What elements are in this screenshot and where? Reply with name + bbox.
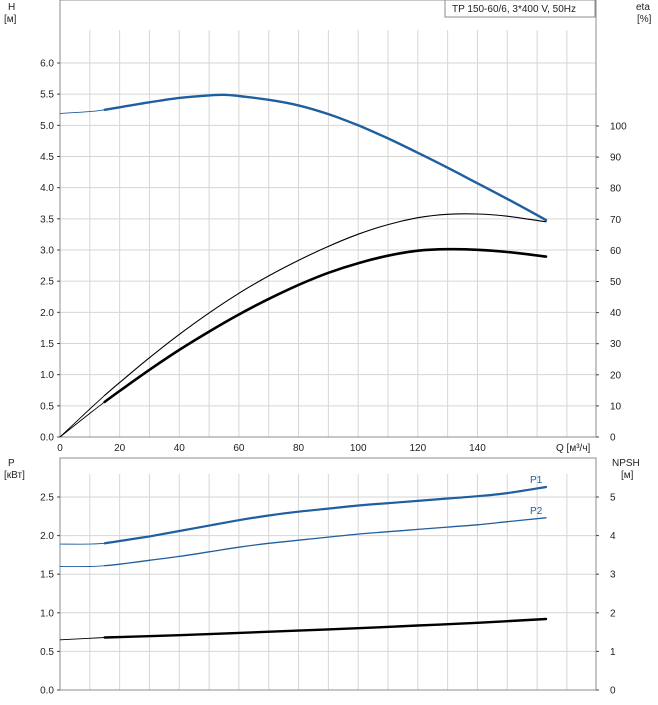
y2-tick-label: 40 <box>610 308 622 319</box>
p2-extension-line <box>59 565 105 567</box>
p1-line <box>103 485 548 545</box>
y2-axis-unit: [%] <box>637 14 652 25</box>
title-box <box>444 0 596 18</box>
y-tick-label: 4.5 <box>40 152 54 163</box>
x-tick-label: 20 <box>114 443 126 454</box>
y2-tick-label: 60 <box>610 246 622 257</box>
y2-tick-label: 70 <box>610 215 622 226</box>
p1-label: P1 <box>530 475 543 486</box>
y2-tick-label: 30 <box>610 339 622 350</box>
y-tick-label: 1.0 <box>40 370 54 381</box>
y2-tick-label: 2 <box>610 608 616 619</box>
y-tick-label: 0.5 <box>40 401 54 412</box>
bottom-panel: 0.0 0.5 1.0 1.5 2.0 2.5 0 1 2 3 4 5 P[кВт] NPSH[м] P1 P… <box>4 457 640 697</box>
curve-2-extension-line <box>59 394 106 438</box>
top-panel: 0.0 0.5 1.0 1.5 2.0 2.5 3.0 3.5 4.0 4.5 5.0 5.5 6.0 0… <box>4 0 652 454</box>
curve-3-extension-line <box>59 401 105 438</box>
y2-axis-label: eta <box>636 2 650 13</box>
y2-tick-label: 0 <box>610 433 616 444</box>
p2-line <box>104 517 547 567</box>
y2-axis-label: NPSH <box>612 458 640 469</box>
y-tick-label: 5.0 <box>40 121 54 132</box>
y2-tick-label: 0 <box>610 686 616 697</box>
y-tick-label: 0.0 <box>40 686 54 697</box>
y-tick-label: 2.0 <box>40 308 54 319</box>
x-tick-label: 140 <box>469 443 486 454</box>
x-tick-label: 120 <box>409 443 426 454</box>
y-tick-label: 1.0 <box>40 608 54 619</box>
y2-tick-label: 20 <box>610 370 622 381</box>
y2-tick-label: 3 <box>610 570 616 581</box>
curve-1-line <box>103 93 548 222</box>
y2-tick-label: 4 <box>610 531 616 542</box>
x-tick-label: 80 <box>293 443 305 454</box>
y2-tick-label: 50 <box>610 277 622 288</box>
y-tick-label: 0.5 <box>40 647 54 658</box>
curve-1-extension-line <box>59 109 105 114</box>
chart-title: TP 150-60/6, 3*400 V, 50Hz <box>452 4 576 15</box>
y-tick-label: 4.0 <box>40 183 54 194</box>
y2-tick-label: 80 <box>610 184 622 195</box>
p1-extension-line <box>59 542 105 545</box>
y-tick-label: 5.5 <box>40 90 54 101</box>
x-tick-label: 60 <box>233 443 245 454</box>
y2-tick-label: 10 <box>610 401 622 412</box>
p2-label: P2 <box>530 506 543 517</box>
y-tick-label: 3.5 <box>40 214 54 225</box>
y2-tick-label: 5 <box>610 493 616 504</box>
x-tick-label: 0 <box>57 443 63 454</box>
y-axis-unit: [м] <box>4 14 17 25</box>
y-axis-unit: [кВт] <box>4 470 25 481</box>
curve-3-line <box>103 247 548 404</box>
y-tick-label: 2.5 <box>40 493 54 504</box>
y-tick-label: 1.5 <box>40 339 54 350</box>
y2-tick-label: 1 <box>610 647 616 658</box>
y-axis-label: P <box>8 458 15 469</box>
curve-3-extension-line <box>59 637 105 641</box>
y-tick-label: 2.5 <box>40 277 54 288</box>
x-tick-label: 100 <box>350 443 367 454</box>
y2-tick-label: 100 <box>610 122 627 133</box>
y-tick-label: 0.0 <box>40 433 54 444</box>
y2-axis-unit: [м] <box>621 470 634 481</box>
y-tick-label: 1.5 <box>40 570 54 581</box>
curve-3-line <box>103 617 548 639</box>
y2-tick-label: 90 <box>610 153 622 164</box>
y-tick-label: 2.0 <box>40 531 54 542</box>
y-axis-label: H <box>8 2 15 13</box>
x-tick-label: 40 <box>174 443 186 454</box>
curve-2-line <box>104 213 547 396</box>
y-tick-label: 3.0 <box>40 246 54 257</box>
x-axis-label: Q [м³/ч] <box>556 443 591 454</box>
y-tick-label: 6.0 <box>40 59 54 70</box>
